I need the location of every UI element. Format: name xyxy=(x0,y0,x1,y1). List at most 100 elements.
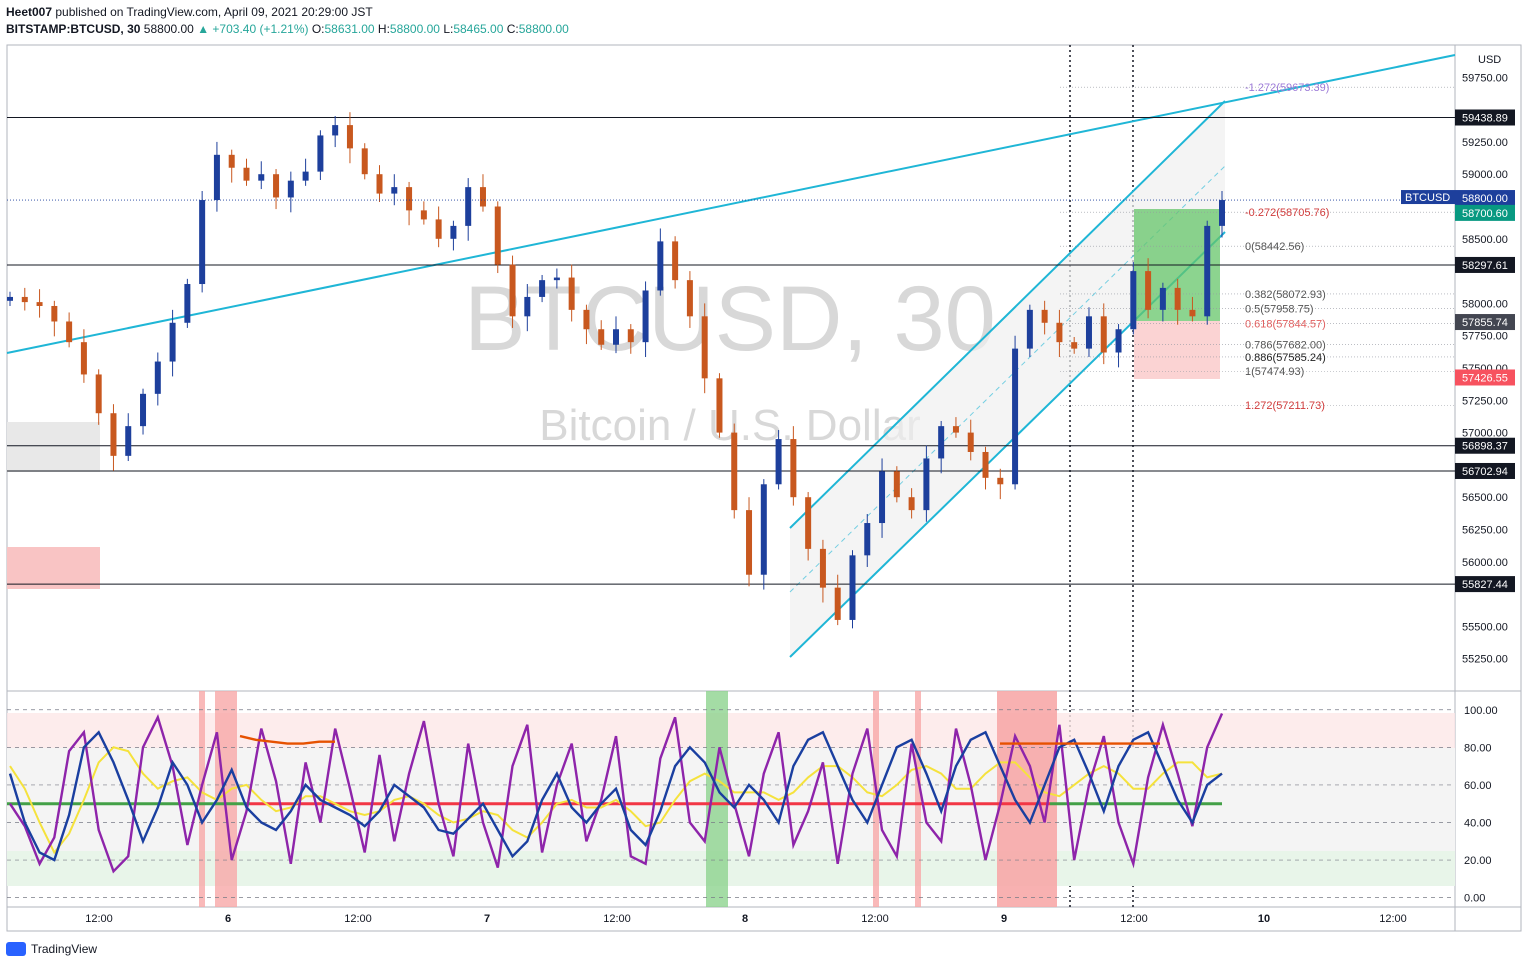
fib-level-label: -0.272(58705.76) xyxy=(1245,207,1329,219)
osc-line-orange xyxy=(239,734,335,745)
candle-body xyxy=(716,378,723,433)
footer-brand[interactable]: TradingView xyxy=(31,942,98,956)
time-tick-label: 12:00 xyxy=(85,913,113,925)
fib-level-label: 1.272(57211.73) xyxy=(1245,400,1325,412)
candle-body xyxy=(864,523,871,556)
candle-body xyxy=(199,200,206,285)
price-tick-label: 55250.00 xyxy=(1462,654,1508,666)
candle-body xyxy=(302,171,309,181)
candle-body xyxy=(494,206,501,265)
close-label: C: xyxy=(506,22,519,36)
candle-body xyxy=(1012,348,1019,485)
candle-body xyxy=(509,264,516,317)
osc-tick-label: 60.00 xyxy=(1464,780,1492,792)
low-label: L: xyxy=(443,22,454,36)
candle-body xyxy=(938,426,945,459)
time-tick-label: 6 xyxy=(225,913,231,925)
candle-body xyxy=(184,284,191,323)
candle-body xyxy=(391,187,398,194)
low-value: 58465.00 xyxy=(453,22,504,36)
fib-level-label: 0.5(57958.75) xyxy=(1245,304,1314,316)
channel-fill xyxy=(790,101,1225,657)
candle-body xyxy=(952,426,959,433)
level-badge-label: 55827.44 xyxy=(1462,579,1508,591)
price-badge xyxy=(1455,204,1515,221)
fib-level-label: 0.886(57585.24) xyxy=(1245,352,1326,364)
ohlc-line: BITSTAMP:BTCUSD, 30 58800.00 ▲ +703.40 (… xyxy=(6,21,569,38)
position-loss-zone[interactable] xyxy=(1134,321,1220,379)
price-tick-label: 58500.00 xyxy=(1462,234,1508,246)
osc-line-blue xyxy=(8,730,1223,862)
level-badge-label: 56898.37 xyxy=(1462,441,1508,453)
osc-highlight xyxy=(199,691,205,907)
candle-body xyxy=(805,497,812,549)
candle-body xyxy=(819,548,826,588)
price-tick-label: 58000.00 xyxy=(1462,298,1508,310)
published-text: published on TradingView.com, April 09, … xyxy=(55,5,373,19)
candle-body xyxy=(1159,287,1166,310)
chart-frame xyxy=(6,44,1522,932)
candle-body xyxy=(849,555,856,620)
price-tick-label: 59750.00 xyxy=(1462,72,1508,84)
fib-level-label: 0.618(57844.57) xyxy=(1245,318,1326,330)
osc-line-yellow xyxy=(9,746,1223,855)
channel-upper-line[interactable] xyxy=(789,100,1226,529)
candle-body xyxy=(967,432,974,452)
price-badge-label: 57426.55 xyxy=(1462,372,1508,384)
candle-body xyxy=(627,329,634,343)
candle-body xyxy=(228,154,235,168)
candle-body xyxy=(568,277,575,310)
time-axis: 12:00 6 12:00 7 12:00 8 12:00 9 12:00 10 12:00 xyxy=(85,913,1407,925)
candle-body xyxy=(775,439,782,485)
osc-highlight xyxy=(706,691,728,907)
candle-body xyxy=(169,322,176,362)
currency-label: USD xyxy=(1478,54,1501,66)
price-change: ▲ +703.40 (+1.21%) xyxy=(197,22,309,36)
candle-body xyxy=(1115,329,1122,353)
candle-body xyxy=(465,187,472,226)
candle-body xyxy=(376,174,383,194)
price-tick-label: 56000.00 xyxy=(1462,557,1508,569)
candle-body xyxy=(287,180,294,198)
publisher-name[interactable]: Heet007 xyxy=(6,5,53,19)
level-badge xyxy=(1455,256,1515,273)
candle-body xyxy=(834,587,841,620)
fib-level-label: 0(58442.56) xyxy=(1245,241,1304,253)
level-badge-label: 58297.61 xyxy=(1462,260,1508,272)
candle-body xyxy=(21,296,28,303)
close-value: 58800.00 xyxy=(518,22,569,36)
candle-body xyxy=(154,361,161,394)
candle-body xyxy=(1174,287,1181,310)
candle-body xyxy=(642,290,649,343)
symbol-name[interactable]: BITSTAMP:BTCUSD, 30 xyxy=(6,22,141,36)
candle-body xyxy=(317,135,324,172)
price-tick-label: 57250.00 xyxy=(1462,395,1508,407)
tradingview-logo-icon xyxy=(6,942,26,956)
price-tick-label: 56500.00 xyxy=(1462,492,1508,504)
osc-tick-label: 0.00 xyxy=(1464,893,1485,905)
osc-tick-label: 40.00 xyxy=(1464,817,1492,829)
candle-body xyxy=(243,167,250,181)
time-tick-label: 8 xyxy=(742,913,748,925)
candle-body xyxy=(760,484,767,575)
fib-level-label: 1(57474.93) xyxy=(1245,366,1304,378)
osc-tick-label: 80.00 xyxy=(1464,742,1492,754)
candle-body xyxy=(80,342,87,375)
candle-body xyxy=(539,280,546,297)
candle-body xyxy=(686,280,693,317)
fib-level-label: 0.382(58072.93) xyxy=(1245,289,1326,301)
price-tick-label: 57750.00 xyxy=(1462,331,1508,343)
candle-body xyxy=(790,439,797,498)
zone-red xyxy=(7,547,100,589)
price-tick-label: 59250.00 xyxy=(1462,137,1508,149)
candle-body xyxy=(420,210,427,220)
level-badge-label: 59438.89 xyxy=(1462,112,1508,124)
trendline[interactable] xyxy=(6,54,1456,354)
candle-body xyxy=(140,393,147,427)
level-badge xyxy=(1455,437,1515,454)
price-badge xyxy=(1455,314,1515,331)
candle-body xyxy=(1056,322,1063,343)
high-label: H: xyxy=(377,22,390,36)
price-badge-label: 57855.74 xyxy=(1462,317,1508,329)
